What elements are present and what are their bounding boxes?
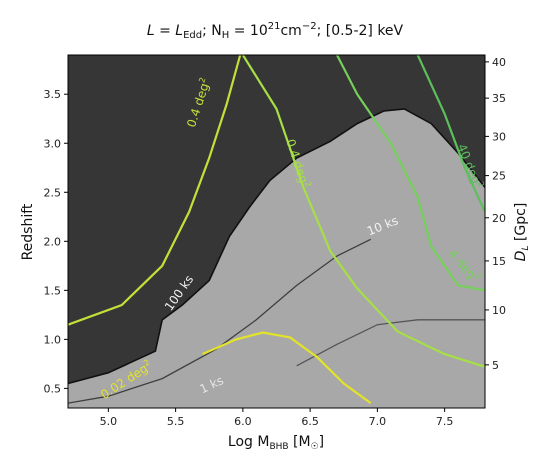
y2-tick-label: 35 — [492, 92, 506, 105]
area-contour-4-deg-3 — [336, 55, 485, 292]
area-contour-0-02-deg-0 — [202, 331, 372, 404]
x-tick-label: 5.5 — [167, 415, 185, 428]
area-contour-0-4-deg-2 — [241, 55, 485, 368]
y-axis-label: Redshift — [20, 203, 36, 260]
chart-title: L = LEdd; NH = 1021cm−2; [0.5-2] keV — [147, 21, 404, 41]
y-tick-label: 1.0 — [44, 333, 62, 346]
light-region — [68, 108, 485, 408]
y2-tick-label: 15 — [492, 255, 506, 268]
y-tick-label: 1.5 — [44, 284, 62, 297]
plot-area — [68, 55, 485, 408]
x-axis-label: Log MBHB [M☉] — [228, 434, 324, 452]
x-tick-label: 6.0 — [234, 415, 252, 428]
area-contour-40-deg-4 — [416, 55, 485, 213]
x-tick-label: 5.0 — [100, 415, 118, 428]
y-tick-label: 2.5 — [44, 186, 62, 199]
y2-tick-label: 25 — [492, 170, 506, 183]
x-tick-label: 7.5 — [436, 415, 454, 428]
y2-tick-label: 30 — [492, 130, 506, 143]
contour-10-ks — [68, 238, 371, 404]
y2-axis-label: DL [Gpc] — [513, 203, 531, 262]
y-tick-label: 3.5 — [44, 88, 62, 101]
y-tick-label: 2.0 — [44, 235, 62, 248]
x-tick-label: 6.5 — [301, 415, 319, 428]
x-tick-label: 7.0 — [369, 415, 387, 428]
contour-1-ks — [296, 319, 485, 367]
y2-tick-label: 40 — [492, 56, 506, 69]
y2-tick-label: 10 — [492, 304, 506, 317]
y-tick-label: 3.0 — [44, 137, 62, 150]
y2-tick-label: 5 — [492, 359, 499, 372]
y2-tick-label: 20 — [492, 212, 506, 225]
area-contour-0-4-deg-1 — [68, 55, 242, 326]
plot-frame — [67, 54, 486, 409]
y-tick-label: 0.5 — [44, 382, 62, 395]
contour-100-ks — [68, 108, 485, 385]
